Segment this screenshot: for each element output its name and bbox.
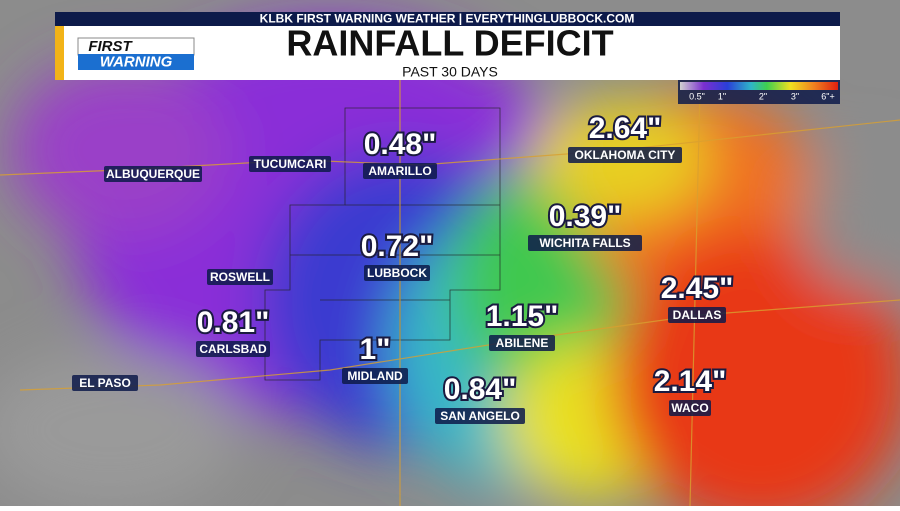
top-line: KLBK FIRST WARNING WEATHER | EVERYTHINGL… [260,12,635,26]
city-name: AMARILLO [368,164,431,178]
city-name: ABILENE [496,336,549,350]
city-name: MIDLAND [347,369,403,383]
title: RAINFALL DEFICIT [286,23,613,64]
top-bar [55,12,840,26]
rainfall-value: 1.15" [486,300,559,333]
city-label-box [669,400,711,416]
city-name: TUCUMCARI [254,157,327,171]
rainfall-value: 2.45" [661,272,734,305]
city-name: WICHITA FALLS [539,236,630,250]
rainfall-value: 0.48" [364,128,437,161]
city-label-box [249,156,331,172]
city-label-box [568,147,682,163]
rainfall-value: 2.14" [654,365,727,398]
logo-line2: WARNING [100,53,173,70]
city-label-box [668,307,726,323]
city-label-box [528,235,642,251]
city-name: ROSWELL [210,270,270,284]
legend-labels: 0.5" 1" 2" 3" 6"+ [689,91,835,101]
county-lines [264,107,501,381]
city-label-box [342,368,408,384]
city-name: OKLAHOMA CITY [575,148,676,162]
accent [55,26,64,80]
city-name: EL PASO [79,376,131,390]
logo-line1: FIRST [88,38,133,55]
city-label-box [72,375,138,391]
city-name: LUBBOCK [367,266,427,280]
legend-label: 6"+ [821,91,834,101]
city-name: SAN ANGELO [440,409,520,423]
rainfall-value: 0.81" [197,306,270,339]
legend-label: 1" [718,91,726,101]
city-label-box [363,163,437,179]
logo-bottom [78,54,194,70]
legend-label: 3" [791,91,799,101]
legend-label: 2" [759,91,767,101]
city-label-box [196,341,270,357]
city-label-box [489,335,555,351]
legend-ramp [680,82,838,90]
rainfall-layer [0,20,900,511]
city-label-box [364,265,430,281]
city-label-box [104,166,202,182]
rainfall-value: 2.64" [589,112,662,145]
city-name: CARLSBAD [199,342,267,356]
subtitle: PAST 30 DAYS [402,64,498,80]
rainfall-value: 0.72" [361,230,434,263]
city-label-box [435,408,525,424]
cities: AMARILLO 0.48" TUCUMCARI ALBUQUERQUE OKLAHOM… [72,110,735,424]
city-name: DALLAS [673,308,722,322]
city-name: WACO [671,401,708,415]
rainfall-value: 0.39" [549,200,622,233]
rainfall-value: 1" [360,333,391,366]
legend-label: 0.5" [689,91,705,101]
city-label-box [207,269,273,285]
city-name: ALBUQUERQUE [106,167,200,181]
rainfall-value: 0.84" [444,373,517,406]
